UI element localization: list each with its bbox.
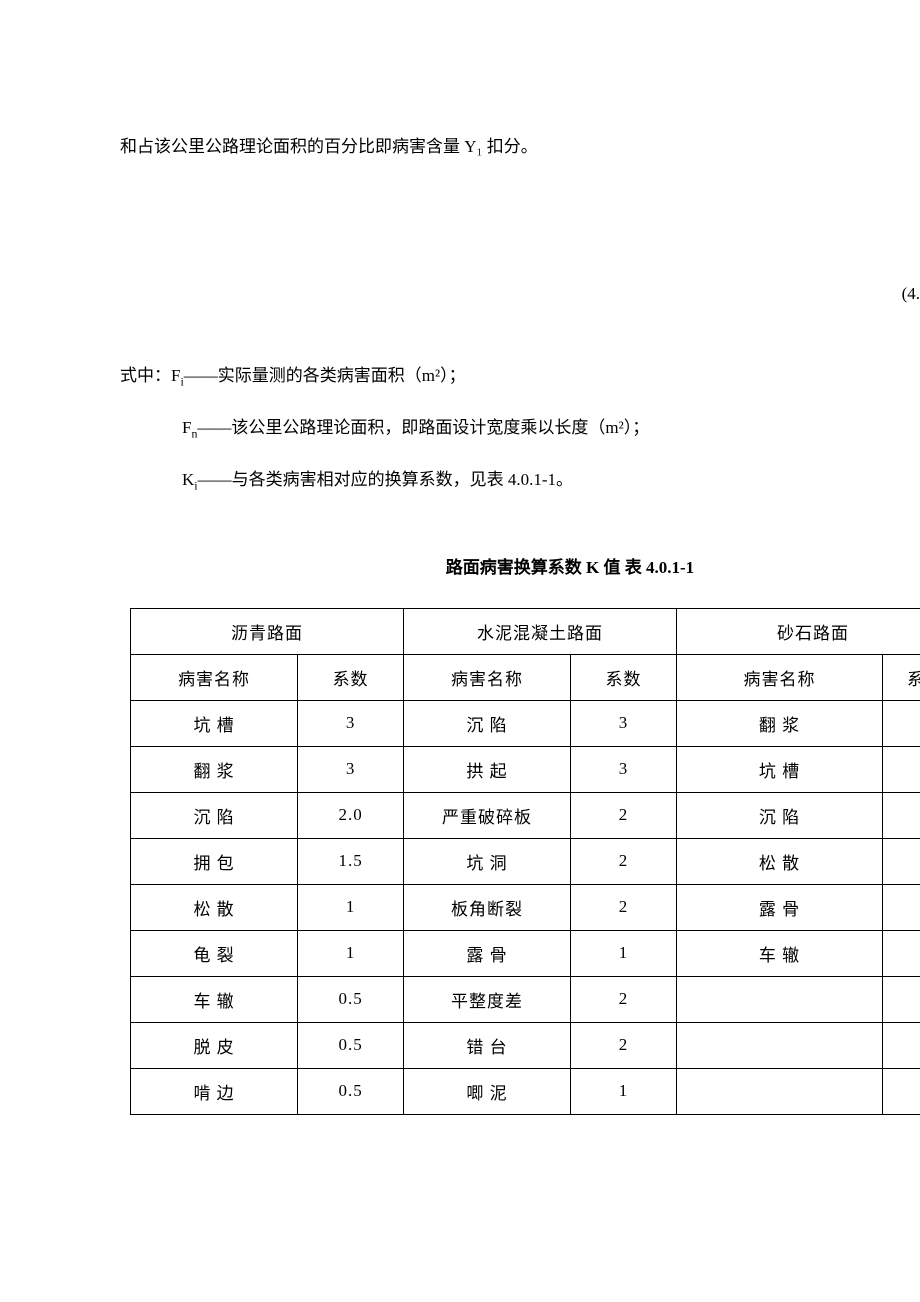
table-cell: 3 [298,700,404,746]
intro-paragraph: 和占该公里公路理论面积的百分比即病害含量 Y₁ 扣分。 [120,130,920,164]
definition-line: Ki——与各类病害相对应的换算系数，见表 4.0.1-1。 [120,458,920,502]
table-cell: 坑 洞 [403,838,570,884]
header-group: 沥青路面 [131,608,404,654]
table-cell: 脱 皮 [131,1022,298,1068]
table-cell: 0.5 [298,976,404,1022]
table-cell [676,976,882,1022]
table-cell [883,1022,920,1068]
table-cell: 拱 起 [403,746,570,792]
subheader-name: 病害名称 [403,654,570,700]
table-header-group-row: 沥青路面 水泥混凝土路面 砂石路面 [131,608,920,654]
table-row: 龟 裂1露 骨1车 辙 [131,930,920,976]
table-cell [676,1068,882,1114]
table-cell: 2 [571,976,677,1022]
table-cell: 严重破碎板 [403,792,570,838]
table-cell: 松 散 [676,838,882,884]
table-cell: 唧 泥 [403,1068,570,1114]
table-cell: 坑 槽 [131,700,298,746]
table-caption: 路面病害换算系数 K 值 表 4.0.1-1 [120,553,920,578]
table-cell: 3 [571,746,677,792]
table-cell: 翻 浆 [131,746,298,792]
subheader-coef: 系 [883,654,920,700]
table-cell: 拥 包 [131,838,298,884]
table-cell [883,976,920,1022]
table-cell: 2.0 [298,792,404,838]
table-cell: 沉 陷 [676,792,882,838]
table-cell [883,930,920,976]
table-cell [883,838,920,884]
header-group: 水泥混凝土路面 [403,608,676,654]
table-cell: 1 [571,930,677,976]
definition-prefix: 式中： [120,366,171,385]
table-row: 拥 包1.5坑 洞2松 散 [131,838,920,884]
table-cell: 坑 槽 [676,746,882,792]
def-text: ——与各类病害相对应的换算系数，见表 4.0.1-1。 [198,470,573,489]
definition-line: 式中：Fi——实际量测的各类病害面积（m²）； [120,354,920,398]
table-row: 坑 槽3沉 陷3翻 浆 [131,700,920,746]
table-cell [883,884,920,930]
table-cell: 1 [571,1068,677,1114]
table-row: 脱 皮0.5错 台2 [131,1022,920,1068]
table-cell: 露 骨 [676,884,882,930]
table-cell: 2 [571,792,677,838]
table-row: 车 辙0.5平整度差2 [131,976,920,1022]
def-symbol: K [182,470,194,489]
table-cell: 车 辙 [676,930,882,976]
table-cell: 车 辙 [131,976,298,1022]
table-cell: 0.5 [298,1068,404,1114]
table-cell: 2 [571,884,677,930]
table-cell: 板角断裂 [403,884,570,930]
table-cell: 露 骨 [403,930,570,976]
header-group: 砂石路面 [676,608,920,654]
table-cell: 啃 边 [131,1068,298,1114]
table-cell: 0.5 [298,1022,404,1068]
coefficient-table: 沥青路面 水泥混凝土路面 砂石路面 病害名称 系数 病害名称 系数 病害名称 系… [130,608,920,1115]
table-cell [883,746,920,792]
equation-number: (4. [120,284,920,304]
table-row: 沉 陷2.0严重破碎板2沉 陷 [131,792,920,838]
table-cell [883,1068,920,1114]
definitions-block: 式中：Fi——实际量测的各类病害面积（m²）； Fn——该公里公路理论面积，即路… [120,354,920,503]
table-cell: 龟 裂 [131,930,298,976]
table-cell: 3 [571,700,677,746]
table-cell: 3 [298,746,404,792]
table-cell [676,1022,882,1068]
def-text: ——实际量测的各类病害面积（m²）； [184,366,466,385]
definition-line: Fn——该公里公路理论面积，即路面设计宽度乘以长度（m²）； [120,406,920,450]
subheader-coef: 系数 [571,654,677,700]
subheader-name: 病害名称 [131,654,298,700]
table-row: 翻 浆3拱 起3坑 槽 [131,746,920,792]
table-cell: 沉 陷 [131,792,298,838]
table-cell: 1 [298,930,404,976]
table-row: 松 散1板角断裂2露 骨 [131,884,920,930]
table-cell: 错 台 [403,1022,570,1068]
table-subheader-row: 病害名称 系数 病害名称 系数 病害名称 系 [131,654,920,700]
table-cell [883,792,920,838]
table-cell: 1 [298,884,404,930]
table-cell: 平整度差 [403,976,570,1022]
table-cell: 2 [571,838,677,884]
subheader-name: 病害名称 [676,654,882,700]
table-row: 啃 边0.5唧 泥1 [131,1068,920,1114]
table-body: 坑 槽3沉 陷3翻 浆翻 浆3拱 起3坑 槽沉 陷2.0严重破碎板2沉 陷拥 包… [131,700,920,1114]
table-cell: 2 [571,1022,677,1068]
table-cell: 沉 陷 [403,700,570,746]
table-cell: 翻 浆 [676,700,882,746]
table-cell: 松 散 [131,884,298,930]
def-text: ——该公里公路理论面积，即路面设计宽度乘以长度（m²）； [197,418,649,437]
table-cell [883,700,920,746]
subheader-coef: 系数 [298,654,404,700]
table-cell: 1.5 [298,838,404,884]
